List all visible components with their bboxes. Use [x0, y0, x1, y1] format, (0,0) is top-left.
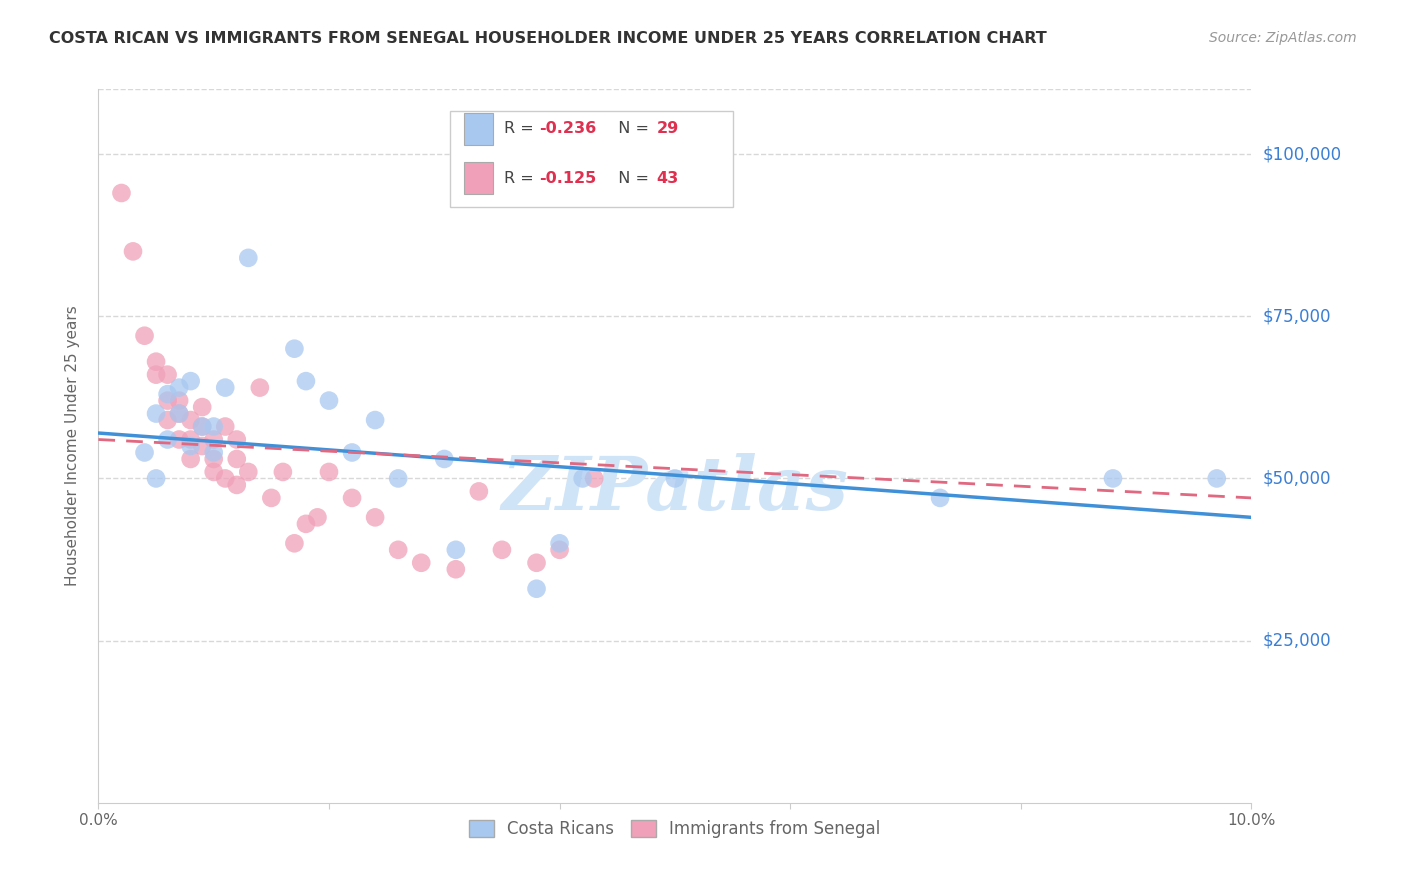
Point [491, 542, 513, 557]
Point [583, 471, 606, 485]
Point [180, 413, 202, 427]
Point [1205, 471, 1227, 485]
Point [214, 381, 236, 395]
Point [180, 433, 202, 447]
Legend: Costa Ricans, Immigrants from Senegal: Costa Ricans, Immigrants from Senegal [463, 813, 887, 845]
Text: -0.236: -0.236 [538, 121, 596, 136]
Point [191, 439, 214, 453]
Bar [464, 112, 492, 145]
Point [364, 413, 387, 427]
Point [526, 582, 548, 596]
Point [249, 381, 271, 395]
Point [929, 491, 952, 505]
Point [167, 407, 190, 421]
Point [180, 452, 202, 467]
Point [214, 419, 236, 434]
Point [167, 393, 190, 408]
Point [122, 244, 145, 259]
Text: $50,000: $50,000 [1263, 469, 1331, 487]
Point [156, 368, 179, 382]
Point [202, 465, 225, 479]
Text: R =: R = [505, 121, 538, 136]
Point [134, 328, 156, 343]
Point [134, 445, 156, 459]
Point [387, 542, 409, 557]
Point [318, 393, 340, 408]
Point [283, 536, 305, 550]
Point [167, 433, 190, 447]
Text: $100,000: $100,000 [1263, 145, 1341, 163]
Point [180, 374, 202, 388]
Point [307, 510, 329, 524]
Point [433, 452, 456, 467]
Point [526, 556, 548, 570]
Point [110, 186, 132, 200]
Point [238, 251, 260, 265]
Point [364, 510, 387, 524]
Point [571, 471, 593, 485]
Point [283, 342, 305, 356]
Point [191, 419, 214, 434]
Point [225, 433, 247, 447]
Text: COSTA RICAN VS IMMIGRANTS FROM SENEGAL HOUSEHOLDER INCOME UNDER 25 YEARS CORRELA: COSTA RICAN VS IMMIGRANTS FROM SENEGAL H… [49, 31, 1047, 46]
Text: $75,000: $75,000 [1263, 307, 1331, 326]
Point [468, 484, 491, 499]
Point [340, 445, 363, 459]
Point [444, 562, 467, 576]
Point [145, 471, 167, 485]
Point [664, 471, 686, 485]
Point [340, 491, 363, 505]
Point [260, 491, 283, 505]
Point [180, 439, 202, 453]
Point [214, 471, 236, 485]
Point [202, 433, 225, 447]
Text: Source: ZipAtlas.com: Source: ZipAtlas.com [1209, 31, 1357, 45]
Point [548, 542, 571, 557]
Text: ZIPatlas: ZIPatlas [502, 452, 848, 525]
Point [156, 393, 179, 408]
Point [145, 368, 167, 382]
Point [156, 413, 179, 427]
Text: R =: R = [505, 170, 538, 186]
Point [145, 354, 167, 368]
Point [225, 478, 247, 492]
Text: N =: N = [607, 121, 654, 136]
Point [387, 471, 409, 485]
Point [156, 387, 179, 401]
Point [318, 465, 340, 479]
Point [145, 407, 167, 421]
Point [238, 465, 260, 479]
Point [548, 536, 571, 550]
Point [191, 400, 214, 414]
Point [271, 465, 294, 479]
Text: N =: N = [607, 170, 654, 186]
Y-axis label: Householder Income Under 25 years: Householder Income Under 25 years [65, 306, 80, 586]
Point [202, 419, 225, 434]
Point [295, 516, 318, 531]
Point [411, 556, 433, 570]
FancyBboxPatch shape [450, 111, 733, 207]
Text: 29: 29 [657, 121, 679, 136]
Point [156, 433, 179, 447]
Point [191, 419, 214, 434]
Point [444, 542, 467, 557]
Bar [464, 162, 492, 194]
Point [202, 445, 225, 459]
Point [167, 407, 190, 421]
Point [1102, 471, 1125, 485]
Point [167, 381, 190, 395]
Text: $25,000: $25,000 [1263, 632, 1331, 649]
Point [202, 452, 225, 467]
Point [295, 374, 318, 388]
Point [225, 452, 247, 467]
Text: -0.125: -0.125 [538, 170, 596, 186]
Text: 43: 43 [657, 170, 679, 186]
